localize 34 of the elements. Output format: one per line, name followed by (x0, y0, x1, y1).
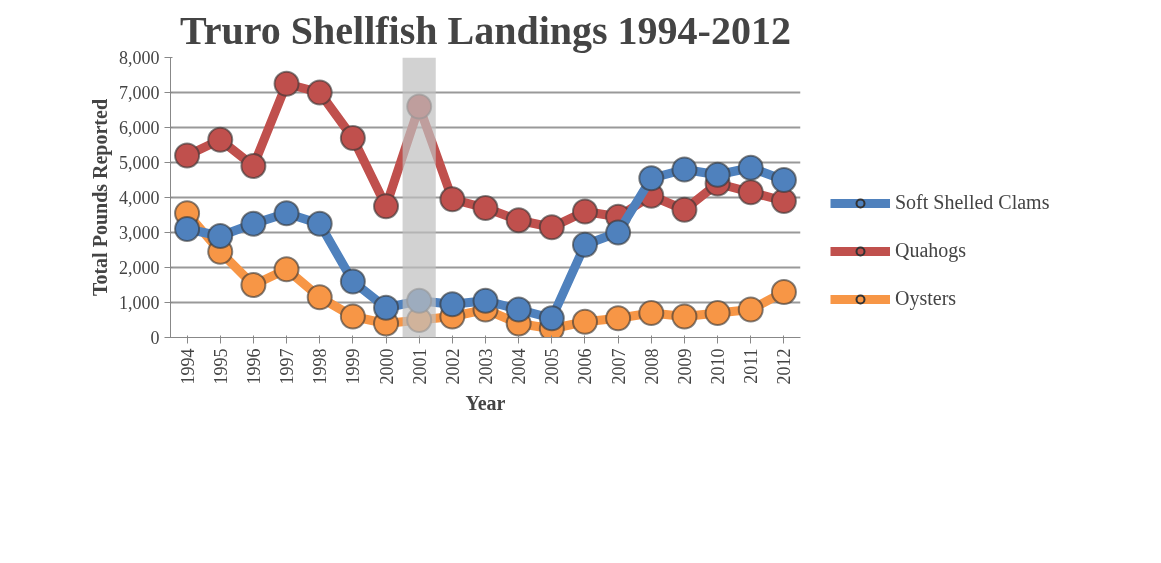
x-tick-label: 2009 (674, 348, 695, 385)
x-tick-label: 2001 (409, 348, 430, 385)
y-tick-label: 8,000 (119, 48, 160, 68)
x-tick-label: 1998 (310, 348, 331, 385)
y-tick-label: 3,000 (119, 223, 160, 243)
x-tick-label: 1999 (343, 348, 364, 385)
y-tick-label: 1,000 (119, 293, 160, 313)
x-tick-label: 2004 (509, 348, 530, 385)
x-tick-label: 1995 (210, 348, 231, 385)
legend-label: Quahogs (895, 239, 967, 262)
x-tick-label: 1997 (277, 348, 298, 385)
x-axis-title: Year (465, 392, 506, 415)
y-tick-label: 0 (150, 328, 160, 348)
x-tick-label: 2010 (708, 348, 729, 385)
y-axis-title: Total Pounds Reported (89, 98, 112, 297)
x-tick-label: 1994 (177, 348, 198, 385)
x-tick-label: 2012 (774, 348, 795, 385)
y-tick-label: 5,000 (119, 153, 160, 173)
x-tick-label: 2000 (376, 348, 397, 385)
x-tick-label: 2008 (641, 348, 662, 385)
y-tick-label: 2,000 (119, 258, 160, 278)
chart-title: Truro Shellfish Landings 1994-2012 (180, 7, 791, 53)
x-tick-label: 2005 (542, 348, 563, 385)
x-tick-label: 2011 (741, 348, 762, 384)
y-tick-label: 7,000 (119, 83, 160, 103)
y-tick-label: 6,000 (119, 118, 160, 138)
x-tick-label: 2002 (442, 348, 463, 385)
y-tick-label: 4,000 (119, 188, 160, 208)
x-tick-label: 2003 (476, 348, 496, 385)
legend-label: Oysters (895, 287, 957, 310)
legend-label: Soft Shelled Clams (895, 191, 1050, 214)
x-tick-label: 1996 (243, 348, 264, 385)
x-tick-label: 2007 (608, 348, 629, 385)
x-tick-label: 2006 (575, 348, 596, 385)
